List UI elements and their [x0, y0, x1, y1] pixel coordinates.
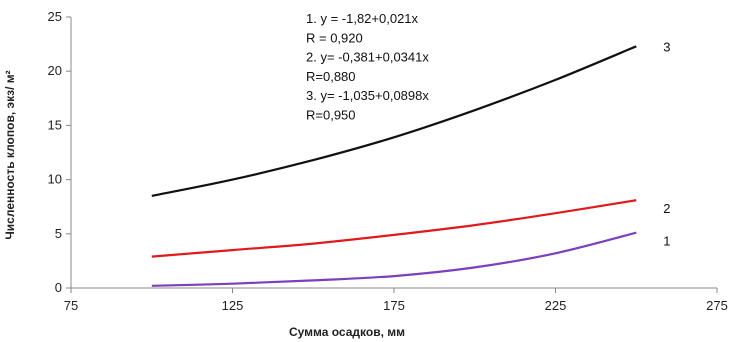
- equation-line: 1. y = -1,82+0,021x: [306, 11, 419, 26]
- series-label-2: 2: [663, 201, 670, 216]
- series-labels: 1 2 3: [663, 39, 670, 248]
- y-tick-label: 20: [48, 63, 62, 78]
- x-axis-title: Сумма осадков, мм: [289, 325, 405, 339]
- series-line-2: [151, 199, 637, 258]
- y-axis-title: Численность клопов, экз/ м²: [3, 70, 17, 239]
- axes: 0 5 10 15 20 25 75 125 175 225 275: [48, 9, 728, 313]
- equation-line: 2. y= -0,381+0,0341x: [306, 50, 429, 65]
- x-tick-label: 225: [545, 298, 567, 313]
- y-tick-label: 15: [48, 117, 62, 132]
- equation-line: 3. y= -1,035+0,0898x: [306, 88, 429, 103]
- x-tick-label: 125: [222, 298, 244, 313]
- x-tick-label: 175: [383, 298, 405, 313]
- equation-line: R=0,950: [306, 108, 356, 123]
- series-label-1: 1: [663, 234, 670, 249]
- y-tick-label: 0: [55, 280, 62, 295]
- equation-annotations: 1. y = -1,82+0,021x R = 0,920 2. y= -0,381…: [306, 11, 429, 123]
- x-tick-label: 275: [706, 298, 728, 313]
- y-tick-label: 5: [55, 226, 62, 241]
- series-line-1: [151, 231, 637, 287]
- y-tick-label: 25: [48, 9, 62, 24]
- series-line-3: [151, 45, 637, 197]
- equation-line: R=0,880: [306, 69, 356, 84]
- series-label-3: 3: [663, 39, 670, 54]
- equation-line: R = 0,920: [306, 30, 363, 45]
- series-lines: [151, 45, 637, 287]
- x-tick-label: 75: [64, 298, 78, 313]
- y-tick-label: 10: [48, 172, 62, 187]
